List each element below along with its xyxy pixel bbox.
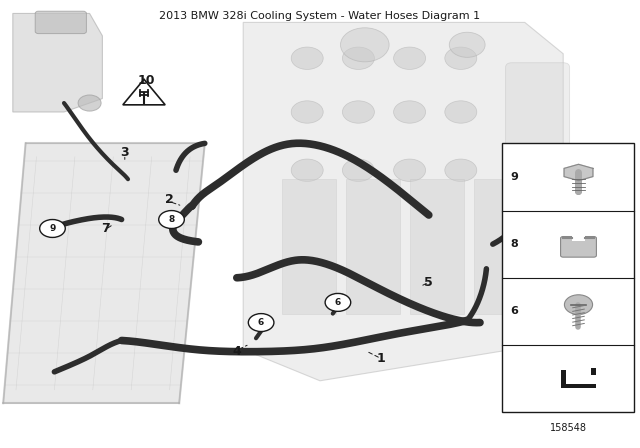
Text: 2013 BMW 328i Cooling System - Water Hoses Diagram 1: 2013 BMW 328i Cooling System - Water Hos… xyxy=(159,11,481,21)
Circle shape xyxy=(445,159,477,181)
Circle shape xyxy=(445,47,477,69)
Text: 8: 8 xyxy=(168,215,175,224)
Bar xyxy=(474,179,528,314)
Bar xyxy=(591,368,596,375)
Text: 6: 6 xyxy=(510,306,518,316)
Text: 3: 3 xyxy=(120,146,129,159)
Text: 9: 9 xyxy=(49,224,56,233)
Text: 6: 6 xyxy=(258,318,264,327)
Bar xyxy=(282,179,336,314)
FancyBboxPatch shape xyxy=(561,237,596,257)
Polygon shape xyxy=(123,79,165,105)
Circle shape xyxy=(40,220,65,237)
Text: 4: 4 xyxy=(232,345,241,358)
Bar xyxy=(572,233,586,241)
Circle shape xyxy=(291,47,323,69)
Bar xyxy=(561,384,596,388)
Circle shape xyxy=(291,159,323,181)
FancyBboxPatch shape xyxy=(35,11,86,34)
Circle shape xyxy=(342,47,374,69)
Circle shape xyxy=(564,295,593,314)
Circle shape xyxy=(291,101,323,123)
Bar xyxy=(502,143,634,412)
Circle shape xyxy=(445,101,477,123)
FancyBboxPatch shape xyxy=(506,63,570,228)
Circle shape xyxy=(159,211,184,228)
Circle shape xyxy=(340,28,389,62)
PathPatch shape xyxy=(243,22,563,381)
Circle shape xyxy=(78,95,101,111)
Text: 2: 2 xyxy=(165,193,174,206)
Circle shape xyxy=(394,159,426,181)
Text: 9: 9 xyxy=(510,172,518,182)
Text: 158548: 158548 xyxy=(550,423,586,433)
Bar xyxy=(346,179,400,314)
Circle shape xyxy=(342,101,374,123)
Bar xyxy=(561,370,566,388)
Circle shape xyxy=(394,47,426,69)
Circle shape xyxy=(248,314,274,332)
Circle shape xyxy=(449,32,485,57)
Circle shape xyxy=(325,293,351,311)
PathPatch shape xyxy=(3,143,205,403)
Circle shape xyxy=(342,159,374,181)
Bar xyxy=(410,179,464,314)
Text: 8: 8 xyxy=(510,239,518,249)
Polygon shape xyxy=(564,164,593,181)
Text: 6: 6 xyxy=(335,298,341,307)
Circle shape xyxy=(394,101,426,123)
Text: 10: 10 xyxy=(137,74,155,87)
PathPatch shape xyxy=(13,13,102,112)
Text: 1: 1 xyxy=(376,352,385,365)
Text: 7: 7 xyxy=(101,222,110,235)
Text: 5: 5 xyxy=(424,276,433,289)
